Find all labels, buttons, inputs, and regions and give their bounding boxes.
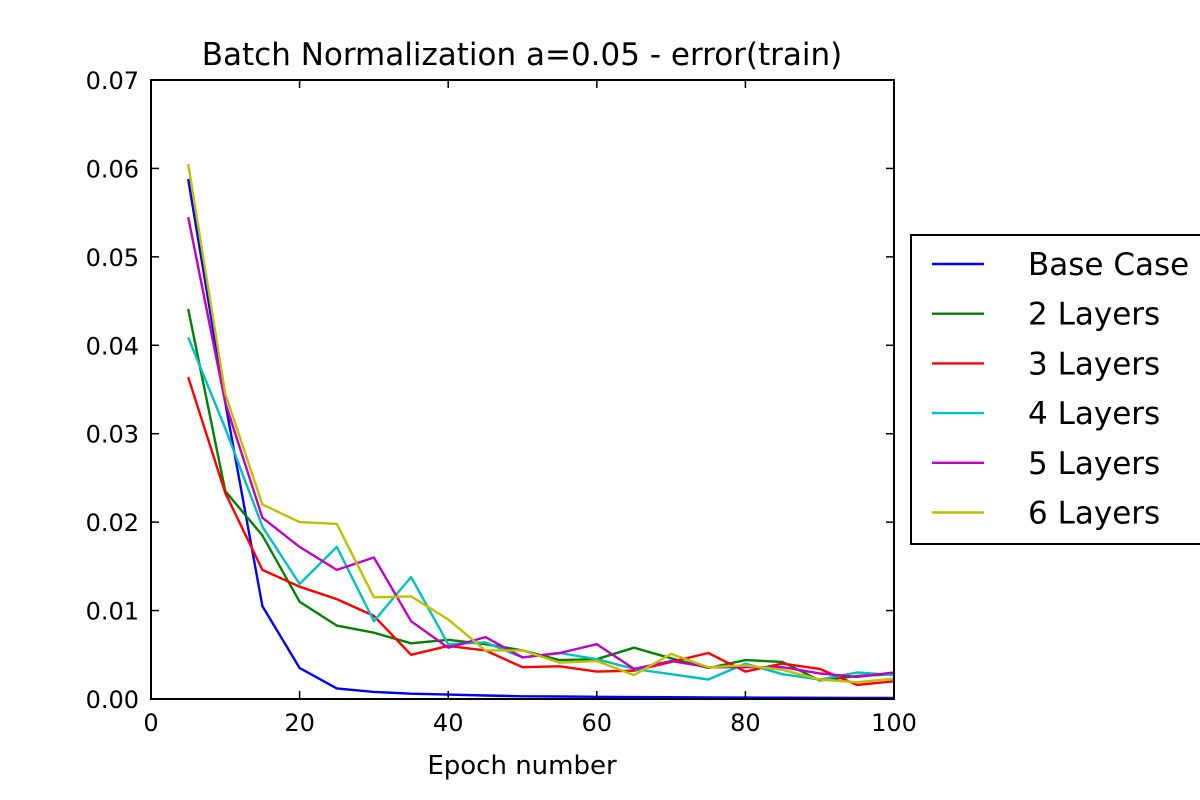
x-tick-label: 40 (433, 709, 464, 737)
legend-label-5: 5 Layers (1028, 446, 1160, 482)
series-line-2 (187, 308, 895, 682)
axis-ticks: 0 20 40 60 80 100 0.00 0.01 0.02 0.03 0.04 0.05 0.06… (86, 67, 917, 737)
x-tick-label: 0 (143, 709, 158, 737)
y-tick-label: 0.04 (86, 332, 139, 360)
series-line-4 (187, 336, 895, 681)
legend-label-6: 6 Layers (1028, 496, 1160, 532)
x-tick-label: 80 (730, 709, 761, 737)
legend-box (910, 234, 1200, 545)
plot-lines (187, 163, 895, 700)
plot-frame (150, 79, 895, 700)
legend: Base Case 2 Layers 3 Layers 4 Layers 5 Layer… (910, 234, 1200, 545)
y-tick-label: 0.06 (86, 155, 139, 183)
x-tick-label: 60 (582, 709, 613, 737)
series-line-3 (187, 376, 895, 687)
legend-label-2: 2 Layers (1028, 297, 1160, 333)
series-line-1 (187, 178, 895, 700)
x-tick-label: 100 (871, 709, 917, 737)
y-tick-label: 0.07 (86, 67, 139, 95)
x-tick-label: 20 (284, 709, 315, 737)
series-line-5 (187, 216, 895, 679)
y-tick-label: 0.02 (86, 509, 139, 537)
legend-label-4: 4 Layers (1028, 396, 1160, 432)
x-axis-label: Epoch number (427, 751, 617, 781)
chart-title: Batch Normalization a=0.05 - error(train… (202, 37, 843, 73)
y-tick-label: 0.03 (86, 421, 139, 449)
y-tick-label: 0.05 (86, 244, 139, 272)
y-tick-label: 0.01 (86, 598, 139, 626)
legend-label-3: 3 Layers (1028, 346, 1160, 382)
series-line-6 (187, 163, 895, 684)
y-tick-label: 0.00 (86, 686, 139, 714)
legend-label-1: Base Case (1028, 247, 1189, 283)
